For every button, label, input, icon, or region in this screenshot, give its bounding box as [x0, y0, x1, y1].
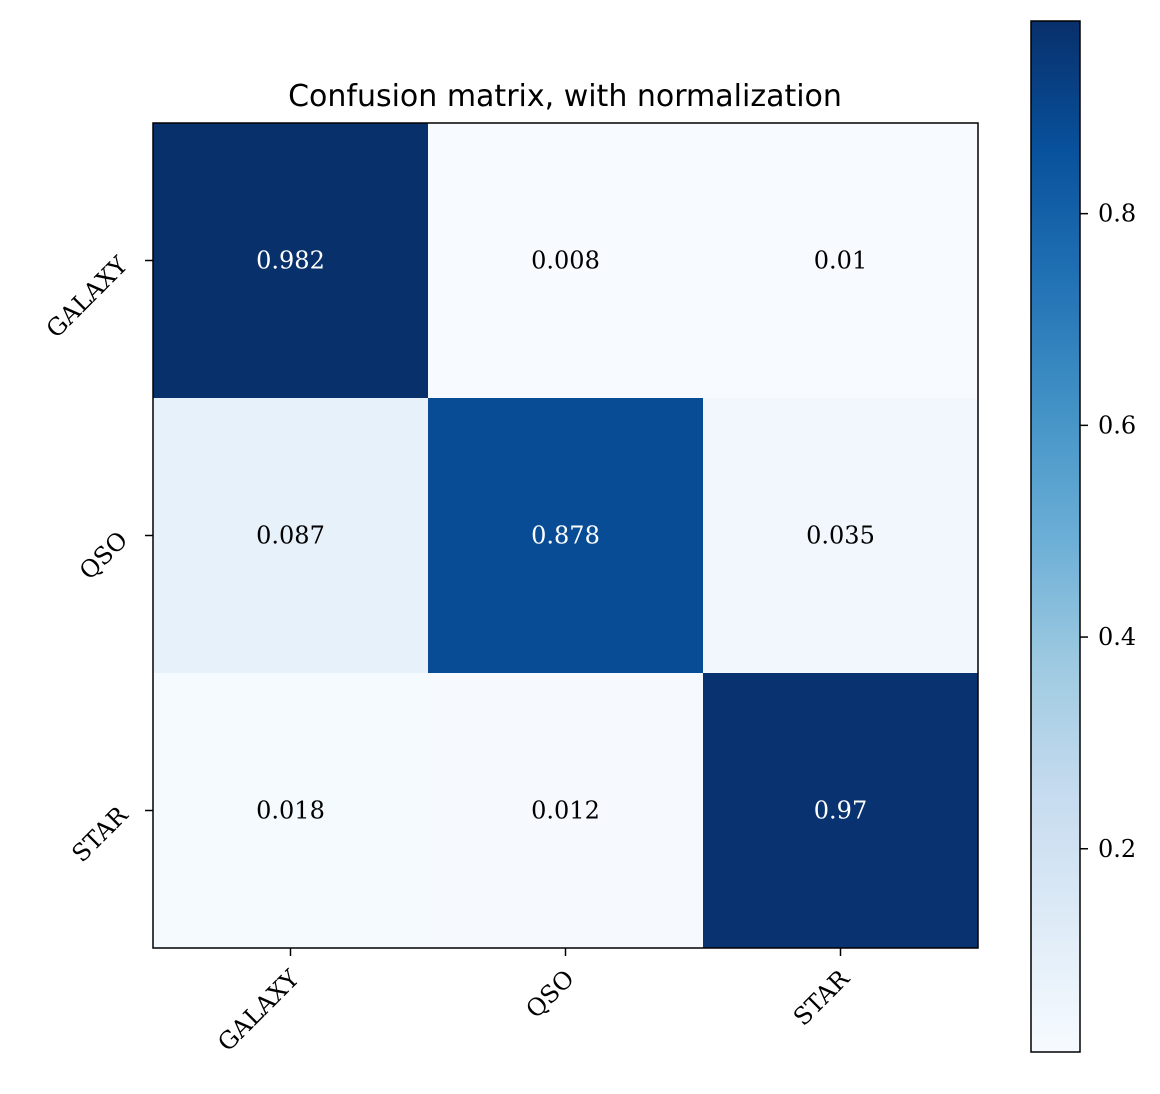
- colorbar-tick-label: 0.8: [1098, 200, 1136, 228]
- x-tick-label: GALAXY: [212, 964, 305, 1057]
- heatmap-cell: [153, 673, 429, 949]
- cell-value-label: 0.982: [256, 247, 325, 275]
- x-tick-label: STAR: [788, 964, 856, 1032]
- cell-value-label: 0.087: [256, 522, 325, 550]
- colorbar-gradient: [1030, 20, 1081, 1053]
- y-tick-label: STAR: [66, 800, 134, 868]
- heatmap-cell: [428, 123, 704, 399]
- x-tick-label: QSO: [520, 964, 579, 1023]
- colorbar-tick-label: 0.6: [1098, 411, 1136, 439]
- heatmap-cell: [703, 398, 979, 674]
- cell-value-label: 0.01: [814, 247, 867, 275]
- colorbar: 0.2 0.4 0.6 0.8: [1030, 20, 1136, 1053]
- heatmap-cell: [153, 398, 429, 674]
- heatmap-cell: [153, 123, 429, 399]
- cell-value-label: 0.035: [806, 522, 875, 550]
- heatmap-cell: [703, 123, 979, 399]
- cell-value-label: 0.012: [531, 797, 600, 825]
- x-axis: GALAXY QSO STAR: [212, 948, 855, 1057]
- colorbar-ticks: 0.2 0.4 0.6 0.8: [1080, 200, 1136, 863]
- cell-value-label: 0.018: [256, 797, 325, 825]
- cell-value-label: 0.878: [531, 522, 600, 550]
- y-axis: GALAXY QSO STAR: [41, 250, 153, 868]
- cell-value-label: 0.008: [531, 247, 600, 275]
- heatmap-cell: [703, 673, 979, 949]
- colorbar-tick-label: 0.4: [1098, 623, 1136, 651]
- heatmap-cell: [428, 673, 704, 949]
- colorbar-tick-label: 0.2: [1098, 835, 1136, 863]
- y-tick-label: QSO: [74, 526, 133, 585]
- cell-value-label: 0.97: [814, 797, 867, 825]
- chart-title: Confusion matrix, with normalization: [288, 79, 842, 114]
- y-tick-label: GALAXY: [41, 250, 134, 343]
- heatmap-cell: [428, 398, 704, 674]
- heatmap-cells: 0.982 0.008 0.01 0.087 0.878 0.035 0.018 0.012 0…: [153, 123, 979, 949]
